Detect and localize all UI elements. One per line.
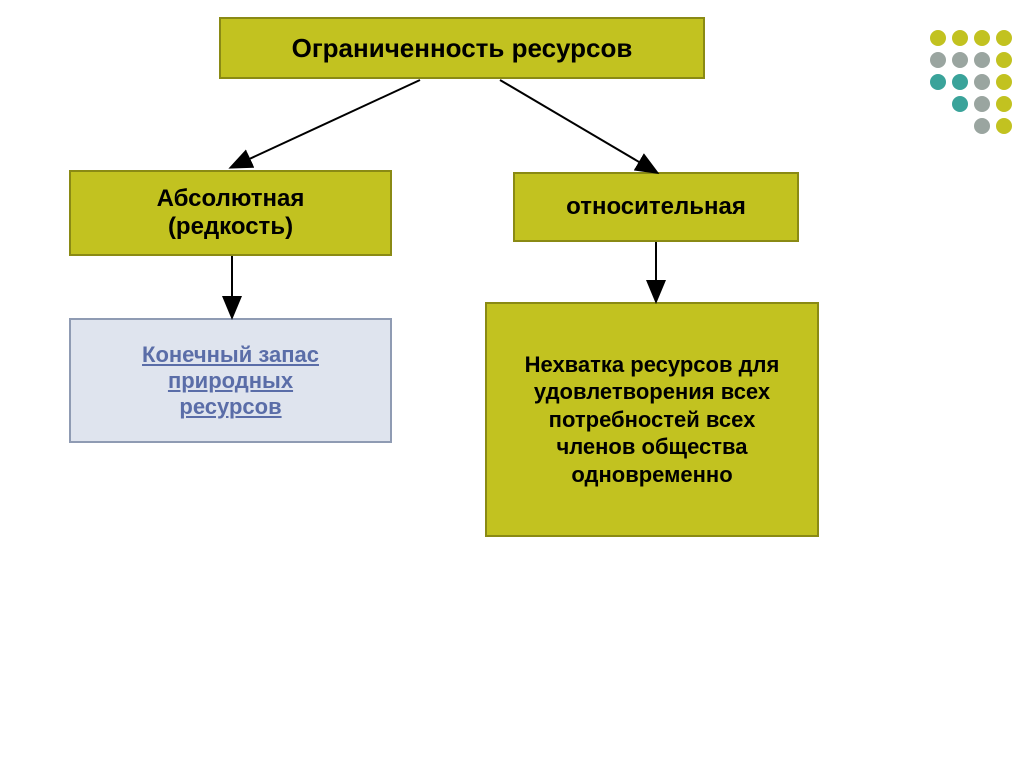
decorative-dot (930, 74, 946, 90)
absolute-text: Абсолютная (редкость) (157, 185, 305, 241)
decorative-dot (930, 52, 946, 68)
absolute-box: Абсолютная (редкость) (69, 170, 392, 256)
decorative-dot (974, 74, 990, 90)
decorative-dot (974, 30, 990, 46)
dot-grid (930, 30, 1020, 150)
decorative-dot (974, 118, 990, 134)
decorative-dot (996, 96, 1012, 112)
decorative-dot (996, 118, 1012, 134)
decorative-dot (952, 52, 968, 68)
decorative-dot (996, 74, 1012, 90)
decorative-dot (952, 74, 968, 90)
relative-text: относительная (566, 193, 746, 221)
shortage-box: Нехватка ресурсов для удовлетворения все… (485, 302, 819, 537)
relative-box: относительная (513, 172, 799, 242)
decorative-dot (996, 52, 1012, 68)
finite-box: Конечный запас природных ресурсов (69, 318, 392, 443)
decorative-dot (974, 52, 990, 68)
decorative-dot (952, 30, 968, 46)
arrow-title-to-absolute (232, 80, 420, 167)
finite-text: Конечный запас природных ресурсов (142, 342, 319, 420)
decorative-dot (952, 96, 968, 112)
decorative-dot (996, 30, 1012, 46)
title-text: Ограниченность ресурсов (292, 33, 633, 64)
arrow-title-to-relative (500, 80, 656, 172)
decorative-dot (974, 96, 990, 112)
decorative-dot (930, 30, 946, 46)
shortage-text: Нехватка ресурсов для удовлетворения все… (509, 351, 795, 489)
title-box: Ограниченность ресурсов (219, 17, 705, 79)
